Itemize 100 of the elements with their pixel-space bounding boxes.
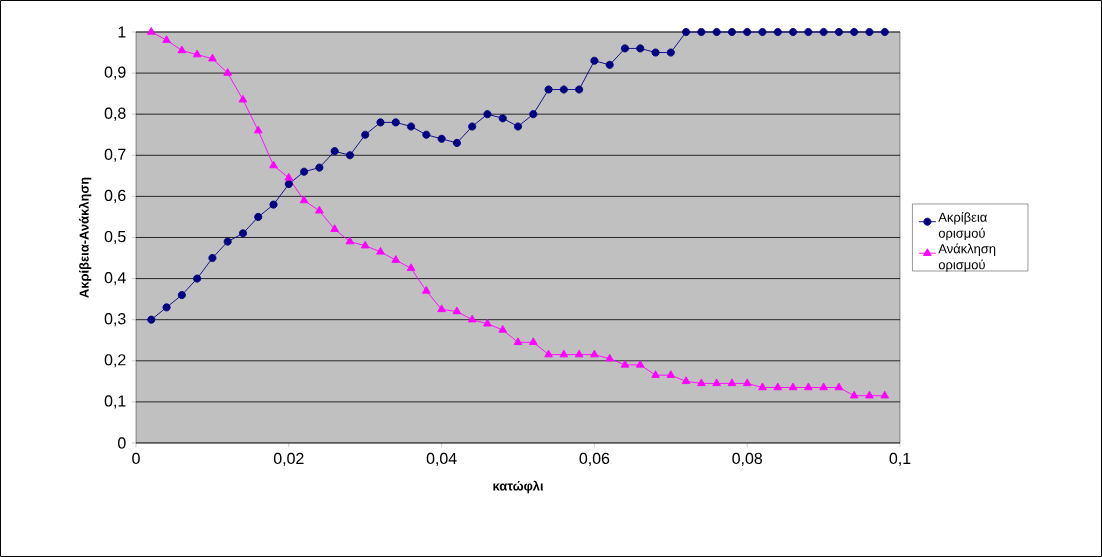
point [468,122,477,131]
point [742,378,752,387]
point [773,382,783,391]
point [299,195,309,204]
point [345,151,354,160]
point [590,349,599,358]
point [635,359,645,368]
point [804,382,813,391]
point [391,118,400,127]
point [758,382,767,391]
point [162,303,171,312]
point [682,27,691,37]
x-tick-label: 0,04 [426,452,457,466]
point [620,359,630,368]
point [559,349,569,358]
point [437,134,446,143]
point [605,353,615,362]
point [712,378,721,387]
point [391,255,401,263]
point [483,318,492,327]
point [513,337,523,345]
point [880,27,889,37]
y-tick-label: 0,9 [104,66,126,80]
x-tick-label: 0 [132,452,140,465]
point [483,110,492,119]
point [819,382,828,391]
point [147,315,156,324]
x-tick-label: 0,1 [889,452,911,466]
point [651,48,660,57]
point [452,138,461,147]
point [284,180,293,189]
y-axis-title: Ακρίβεια-Ανάκληση [78,177,92,298]
point [467,314,477,323]
point [651,370,660,378]
point [360,240,370,249]
point [743,27,752,37]
y-tick-label: 0,3 [104,313,126,327]
point [788,382,798,391]
point [361,130,370,139]
point [238,94,248,103]
point [620,44,630,53]
point [162,35,171,43]
point [146,27,156,35]
x-axis-title: κατώφλι [493,480,544,494]
point [850,27,859,37]
y-tick-label: 0,5 [104,230,126,245]
point [529,110,538,119]
point [437,304,446,313]
y-tick-label: 0,6 [104,189,126,203]
point [849,390,859,399]
point [177,45,187,54]
point [223,237,232,246]
point [636,44,645,53]
point [269,160,278,169]
point [590,56,599,65]
point [513,122,523,131]
y-tick-label: 0,7 [104,148,126,162]
y-tick-label: 0,2 [104,354,126,368]
point [254,212,263,221]
point [834,27,843,37]
point [345,236,355,245]
y-tick-label: 0,1 [104,395,126,409]
point [575,85,584,94]
point [559,85,568,94]
point [177,290,186,300]
point [681,376,691,385]
point [773,27,782,37]
point [498,325,508,333]
x-tick-label: 0,02 [273,452,304,466]
point [269,200,278,209]
y-tick-label: 0 [118,437,126,449]
point [422,130,431,139]
point [789,27,798,37]
point [452,306,462,315]
point [544,85,553,94]
legend-label: Ακρίβεια ορισμού [938,211,987,241]
point [880,390,890,399]
point [804,27,813,37]
point [758,27,767,37]
point [406,263,416,271]
point [208,53,217,62]
point [727,378,737,387]
point [528,337,538,345]
point [819,27,828,37]
x-tick-label: 0,06 [579,452,610,466]
legend-label: Ανάκληση ορισμού [938,243,996,272]
point [574,349,584,358]
point [498,114,507,123]
point [697,27,706,37]
point [605,60,614,69]
point [253,125,263,134]
point [422,285,431,294]
point [315,163,324,172]
point [865,27,874,37]
point [223,68,233,76]
point [192,49,202,58]
y-tick-label: 0,4 [104,272,126,286]
point [315,205,324,214]
y-tick-label: 1 [118,26,126,38]
point [834,382,844,391]
